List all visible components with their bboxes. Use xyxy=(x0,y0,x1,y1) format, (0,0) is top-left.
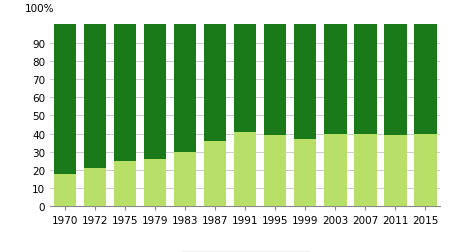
Bar xyxy=(354,134,376,207)
Bar xyxy=(144,160,166,207)
Text: 100%: 100% xyxy=(25,4,54,14)
Bar xyxy=(84,169,106,207)
Bar xyxy=(174,25,197,152)
Bar xyxy=(324,134,346,207)
Bar xyxy=(324,25,346,134)
Bar xyxy=(144,25,166,160)
Bar xyxy=(294,140,316,207)
Bar xyxy=(204,141,227,207)
Bar xyxy=(114,25,136,161)
Bar xyxy=(204,25,227,141)
Bar xyxy=(234,132,257,207)
Bar xyxy=(414,25,437,134)
Bar xyxy=(354,25,376,134)
Bar xyxy=(174,152,197,207)
Bar xyxy=(414,134,437,207)
Bar xyxy=(384,25,407,136)
Bar xyxy=(264,25,286,136)
Bar xyxy=(114,161,136,207)
Bar xyxy=(264,136,286,207)
Bar xyxy=(54,174,76,207)
Bar xyxy=(234,25,257,132)
Bar xyxy=(54,25,76,174)
Bar xyxy=(294,25,316,140)
Bar xyxy=(384,136,407,207)
Bar xyxy=(84,25,106,169)
